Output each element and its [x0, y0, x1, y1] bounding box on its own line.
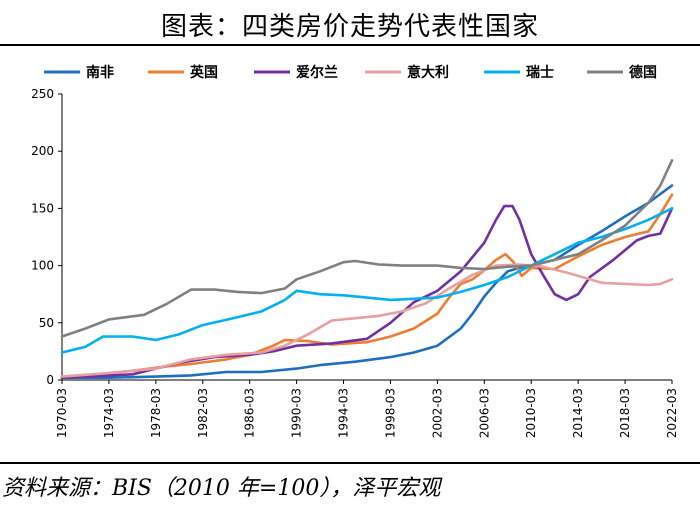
y-tick-label: 0 [46, 373, 54, 387]
series-line-5 [60, 159, 674, 338]
legend-label: 德国 [629, 64, 657, 81]
legend-label: 爱尔兰 [296, 64, 338, 81]
x-tick-label: 1994-03 [337, 388, 351, 438]
legend-label: 意大利 [407, 64, 449, 81]
x-tick-label: 2014-03 [571, 388, 585, 438]
y-tick-label: 150 [31, 201, 54, 215]
x-tick-label: 1998-03 [383, 388, 397, 438]
series-line-1 [60, 193, 674, 378]
x-tick-label: 1978-03 [149, 388, 163, 438]
x-tick-label: 1974-03 [102, 388, 116, 438]
chart-title: 图表：四类房价走势代表性国家 [160, 12, 539, 42]
y-tick-label: 50 [39, 316, 54, 330]
x-tick-label: 1990-03 [290, 388, 304, 438]
series-line-0 [60, 184, 674, 379]
series-line-4 [60, 207, 674, 354]
x-tick-label: 2022-03 [665, 388, 679, 438]
x-tick-label: 2002-03 [430, 388, 444, 438]
series-line-2 [60, 204, 674, 379]
x-tick-label: 1982-03 [196, 388, 210, 438]
title-rule [0, 44, 700, 46]
chart-axes: 0 50 100 150 200 250 1970-03 1974-03 1978-03 1982… [31, 87, 679, 438]
x-tick-label: 2018-03 [618, 388, 632, 438]
source-note: 资料来源：BIS（2010 年=100），泽平宏观 [2, 476, 441, 501]
series-line-3 [60, 263, 674, 378]
y-tick-label: 250 [31, 87, 54, 101]
legend-label: 瑞士 [526, 64, 554, 81]
y-tick-label: 100 [31, 259, 54, 273]
x-tick-label: 2010-03 [524, 388, 538, 438]
y-tick-label: 200 [31, 144, 54, 158]
source-rule [0, 462, 700, 464]
chart-legend: 南非 英国 爱尔兰 意大利 瑞士 德国 [44, 64, 657, 81]
legend-label: 南非 [86, 64, 114, 81]
x-tick-label: 2006-03 [477, 388, 491, 438]
x-tick-label: 1970-03 [55, 388, 69, 438]
chart-series [60, 159, 674, 379]
x-tick-label: 1986-03 [243, 388, 257, 438]
legend-label: 英国 [189, 64, 218, 81]
